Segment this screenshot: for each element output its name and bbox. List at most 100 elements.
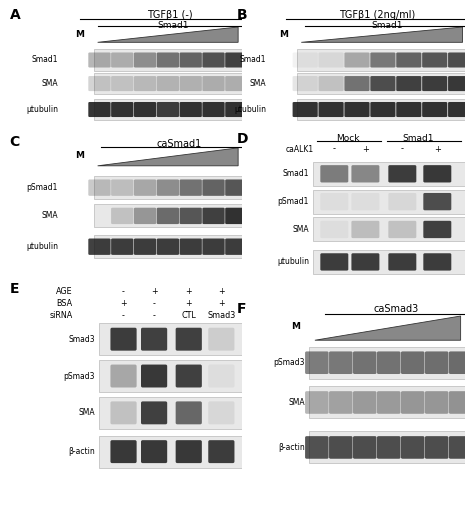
Text: Smad1: Smad1 [240, 56, 266, 64]
FancyBboxPatch shape [320, 253, 348, 270]
Bar [313, 162, 465, 186]
FancyBboxPatch shape [141, 401, 167, 424]
FancyBboxPatch shape [448, 52, 473, 68]
FancyBboxPatch shape [111, 238, 133, 255]
FancyBboxPatch shape [423, 165, 451, 182]
Text: β-actin: β-actin [278, 443, 305, 452]
FancyBboxPatch shape [401, 436, 424, 458]
Text: μtubulin: μtubulin [26, 105, 58, 114]
FancyBboxPatch shape [157, 208, 179, 224]
FancyBboxPatch shape [329, 391, 353, 414]
FancyBboxPatch shape [449, 436, 473, 458]
FancyBboxPatch shape [370, 102, 395, 117]
FancyBboxPatch shape [141, 440, 167, 463]
FancyBboxPatch shape [423, 193, 451, 210]
FancyBboxPatch shape [88, 102, 110, 117]
Bar [313, 250, 465, 274]
Bar [297, 49, 465, 71]
Bar [94, 49, 242, 71]
Text: M: M [279, 29, 288, 39]
FancyBboxPatch shape [88, 76, 110, 91]
FancyBboxPatch shape [396, 102, 421, 117]
Bar [94, 176, 242, 199]
FancyBboxPatch shape [448, 102, 473, 117]
FancyBboxPatch shape [320, 193, 348, 210]
Text: Smad1: Smad1 [283, 169, 309, 178]
Text: +: + [434, 145, 441, 154]
Text: Smad3: Smad3 [207, 311, 236, 320]
FancyBboxPatch shape [422, 102, 447, 117]
Text: μtubulin: μtubulin [277, 257, 309, 266]
Bar [313, 217, 465, 242]
Bar [94, 73, 242, 94]
Text: β-actin: β-actin [68, 447, 95, 456]
Text: F: F [237, 302, 246, 316]
Text: siRNA: siRNA [49, 311, 73, 320]
Bar [99, 397, 242, 429]
FancyBboxPatch shape [292, 102, 318, 117]
Text: SMA: SMA [250, 79, 266, 88]
FancyBboxPatch shape [319, 76, 344, 91]
FancyBboxPatch shape [292, 52, 318, 68]
Text: A: A [9, 8, 20, 22]
FancyBboxPatch shape [351, 193, 379, 210]
FancyBboxPatch shape [180, 52, 202, 68]
Text: AGE: AGE [56, 287, 73, 296]
FancyBboxPatch shape [388, 193, 416, 210]
Bar [99, 323, 242, 355]
Text: +: + [151, 287, 157, 296]
Text: pSmad3: pSmad3 [273, 358, 305, 367]
Text: -: - [401, 145, 404, 154]
Text: C: C [9, 135, 20, 149]
Text: CTL: CTL [182, 311, 196, 320]
FancyBboxPatch shape [141, 328, 167, 351]
Text: μtubulin: μtubulin [234, 105, 266, 114]
FancyBboxPatch shape [134, 179, 156, 196]
FancyBboxPatch shape [180, 238, 202, 255]
FancyBboxPatch shape [449, 352, 473, 374]
FancyBboxPatch shape [370, 76, 395, 91]
Text: +: + [362, 145, 369, 154]
Text: pSmad1: pSmad1 [27, 183, 58, 192]
FancyBboxPatch shape [345, 76, 370, 91]
Text: E: E [9, 282, 19, 296]
Polygon shape [98, 27, 238, 42]
Text: Smad1: Smad1 [157, 21, 189, 30]
FancyBboxPatch shape [345, 102, 370, 117]
Text: +: + [120, 299, 127, 308]
FancyBboxPatch shape [88, 179, 110, 196]
Text: -: - [153, 311, 155, 320]
Text: +: + [185, 287, 192, 296]
FancyBboxPatch shape [134, 102, 156, 117]
FancyBboxPatch shape [353, 436, 376, 458]
FancyBboxPatch shape [111, 52, 133, 68]
Bar [94, 204, 242, 227]
Text: M: M [291, 322, 300, 331]
FancyBboxPatch shape [157, 238, 179, 255]
Bar [297, 99, 465, 120]
Text: SMA: SMA [78, 408, 95, 417]
FancyBboxPatch shape [225, 52, 247, 68]
Polygon shape [98, 148, 238, 166]
FancyBboxPatch shape [351, 165, 379, 182]
FancyBboxPatch shape [388, 253, 416, 270]
FancyBboxPatch shape [377, 391, 401, 414]
FancyBboxPatch shape [225, 179, 247, 196]
Polygon shape [301, 27, 463, 42]
Bar [309, 387, 465, 419]
Text: Smad1: Smad1 [402, 134, 434, 143]
Bar [297, 73, 465, 94]
Text: μtubulin: μtubulin [26, 242, 58, 251]
FancyBboxPatch shape [425, 436, 448, 458]
FancyBboxPatch shape [208, 328, 235, 351]
FancyBboxPatch shape [377, 436, 401, 458]
FancyBboxPatch shape [396, 76, 421, 91]
Bar [99, 435, 242, 467]
Bar [309, 431, 465, 463]
Text: SMA: SMA [292, 225, 309, 234]
FancyBboxPatch shape [351, 253, 379, 270]
FancyBboxPatch shape [225, 102, 247, 117]
FancyBboxPatch shape [110, 401, 137, 424]
FancyBboxPatch shape [401, 391, 424, 414]
FancyBboxPatch shape [180, 208, 202, 224]
